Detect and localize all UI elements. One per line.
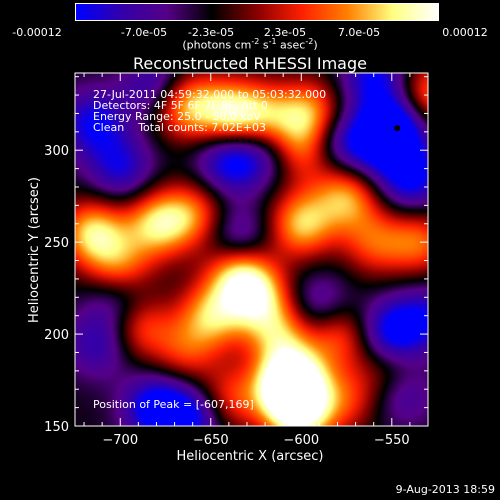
colorbar-tick-label: 2.3e-05 — [263, 26, 307, 39]
annotations: 27-Jul-2011 04:59:32.000 to 05:03:32.000… — [93, 88, 326, 134]
x-axis-label: Heliocentric X (arcsec) — [177, 449, 324, 464]
heatmap-image — [75, 73, 428, 426]
marker-dot — [394, 125, 401, 132]
x-tick-label: −650 — [193, 433, 229, 448]
chart-title: Reconstructed RHESSI Image — [133, 54, 367, 73]
annotation-line: Clean Total counts: 7.02E+03 — [93, 121, 266, 134]
colorbar-tick-label: 0.00012 — [442, 26, 488, 39]
colorbar-tick-label: -0.00012 — [12, 26, 62, 39]
y-tick-label: 250 — [44, 236, 69, 251]
x-tick-label: −550 — [374, 433, 410, 448]
peak-position-label: Position of Peak = [-607,169] — [93, 398, 254, 411]
annotation-line: Energy Range: 25.0 - 50.0 keV — [93, 110, 261, 123]
y-tick-label: 150 — [44, 420, 69, 435]
colorbar-tick-label: -7.0e-05 — [120, 26, 168, 39]
y-tick-label: 300 — [44, 144, 69, 159]
y-axis: 150 200 250 300 — [44, 76, 428, 435]
colorbar — [75, 3, 439, 21]
footer-date: 9-Aug-2013 18:59 — [395, 483, 495, 496]
x-tick-label: −700 — [102, 433, 138, 448]
colorbar-tick-label: 7.0e-05 — [337, 26, 381, 39]
colorbar-units: (photons cm-2 s-1 asec-2) — [182, 37, 318, 52]
x-tick-label: −600 — [283, 433, 319, 448]
peak-marker — [394, 125, 401, 132]
y-tick-label: 200 — [44, 328, 69, 343]
annotation-line: Detectors: 4F 5F 6F 7F 8F, Att 0 — [93, 99, 268, 112]
plot-frame — [74, 72, 429, 427]
annotation-line: 27-Jul-2011 04:59:32.000 to 05:03:32.000 — [93, 88, 326, 101]
x-axis: −700 −650 −600 −550 — [83, 73, 429, 448]
colorbar-tick-label: -2.3e-05 — [187, 26, 235, 39]
y-axis-label: Heliocentric Y (arcsec) — [27, 177, 42, 323]
